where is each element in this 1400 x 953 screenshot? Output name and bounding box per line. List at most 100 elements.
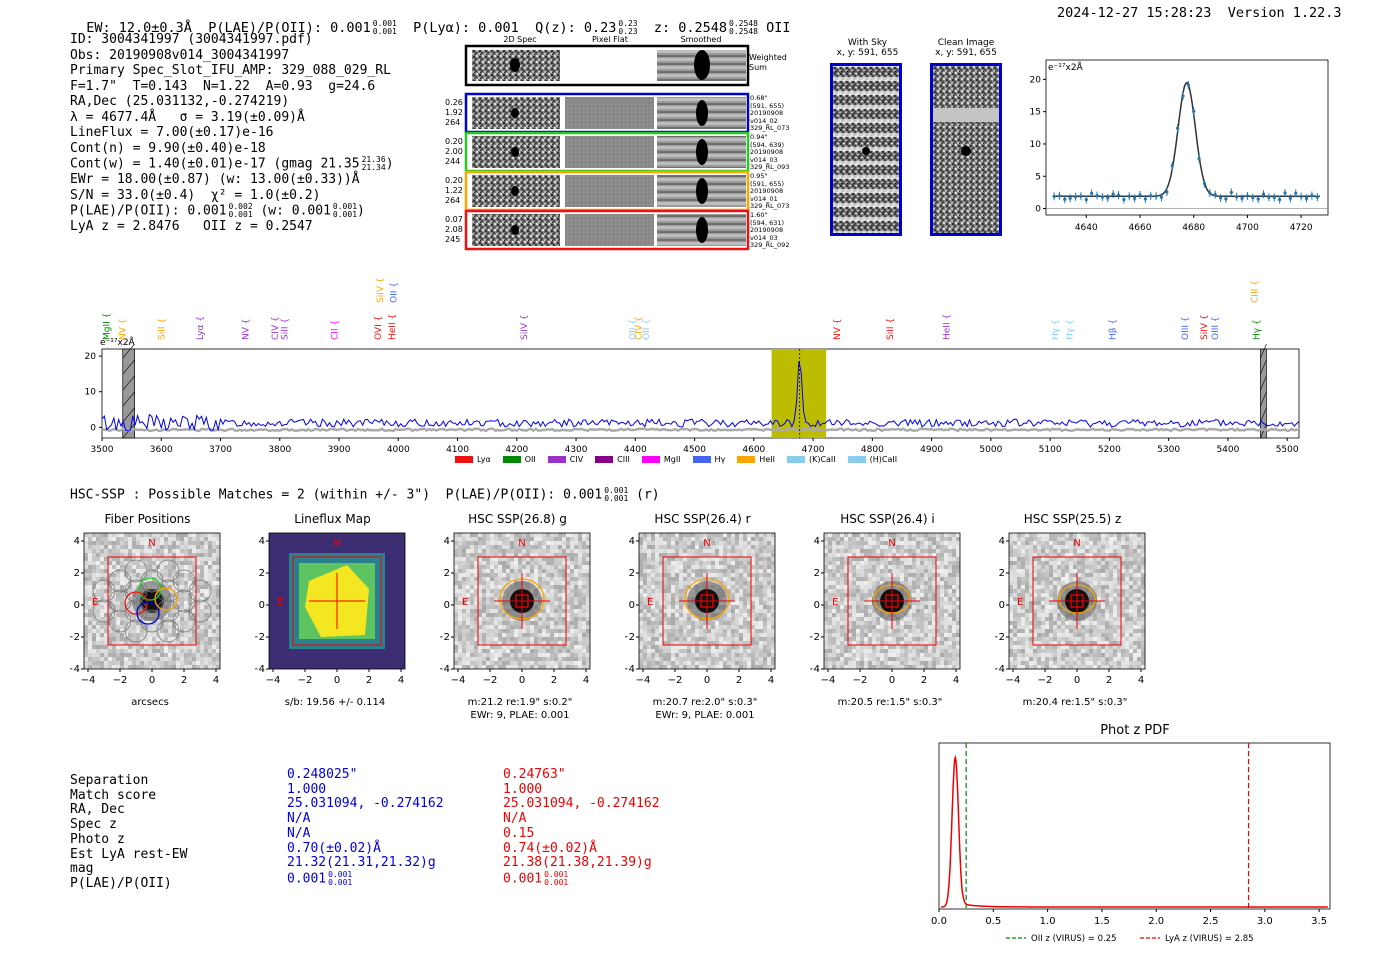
fiber-circle <box>92 579 116 603</box>
cutout-xtick-label: −4 <box>636 675 651 686</box>
with-sky-panel: With Sky x, y: 591, 655 <box>820 38 915 58</box>
east-label: E <box>647 597 653 608</box>
emission-line-label: SiIV { <box>1200 314 1210 340</box>
cutout-ytick-label: −2 <box>255 632 265 643</box>
cutout-ytick-label: −2 <box>810 632 820 643</box>
zoom-data-point <box>1218 196 1223 200</box>
cutout-ytick-label: −4 <box>810 664 820 675</box>
emission-line-label: Lyα { <box>196 316 206 340</box>
cutout-title: HSC SSP(26.8) g <box>468 512 567 526</box>
fiber-row-info: 1.60" (594, 631) 20190908 v014_03 329_RL_092 <box>750 211 790 249</box>
cutout-ytick-label: 0 <box>814 600 820 611</box>
full-sky-error <box>101 427 1300 433</box>
zoom-data-point <box>1315 195 1319 199</box>
emission-line-label: CIV { <box>634 316 644 340</box>
match-label: Match score <box>70 787 157 803</box>
match-value: 0.74(±0.02)Å <box>503 840 597 856</box>
masked-region <box>1260 348 1267 439</box>
emission-line-label: OII { <box>628 319 638 340</box>
cutout-caption-2: EWr: 9, PLAE: 0.001 <box>470 710 570 721</box>
cutout-image <box>824 533 960 669</box>
match-value: 25.031094, -0.274162 <box>503 796 660 812</box>
full-xtick-label: 4500 <box>683 445 706 455</box>
cutout-xtick-label: −4 <box>451 675 466 686</box>
emission-line-label: Hγ { <box>1051 319 1061 340</box>
info-contn: Cont(n) = 9.90(±0.40)e-18 <box>70 140 266 156</box>
cutout-ytick-label: −2 <box>70 632 80 643</box>
emission-line-label: CIV { <box>271 316 281 340</box>
cutout-xtick-label: 4 <box>768 675 774 686</box>
emission-line-label: NV { <box>119 319 129 340</box>
masked-region <box>122 348 135 439</box>
zoom-data-point <box>1272 195 1276 200</box>
full-xtick-label: 3900 <box>328 445 351 455</box>
match-value: 0.15 <box>503 825 535 841</box>
fiber-row-info: 0.94" (594, 639) 20190908 v014_03 329_RL_093 <box>750 133 790 171</box>
legend-item: OII <box>502 455 536 464</box>
emission-line-label: MgII { <box>103 313 113 340</box>
full-xtick-label: 4100 <box>446 445 469 455</box>
fiber-circle <box>124 559 148 583</box>
zoom-data-point <box>1138 193 1142 197</box>
fiber-highlight-circle <box>154 587 178 611</box>
match-value: N/A <box>287 825 311 841</box>
match-value: N/A <box>503 811 527 827</box>
cutout-title: HSC SSP(26.4) r <box>654 512 751 526</box>
full-xtick-label: 4200 <box>505 445 528 455</box>
info-lineflux: LineFlux = 7.00(±0.17)e-16 <box>70 125 274 140</box>
cutout-ytick-label: 4 <box>629 536 635 547</box>
zoom-ytick-label: 20 <box>1030 75 1042 85</box>
zoom-data-point <box>1100 195 1104 199</box>
north-label: N <box>148 538 155 549</box>
emission-line-label: CII { <box>330 320 340 340</box>
clean-image-coords: x, y: 591, 655 <box>935 48 997 58</box>
clean-image-panel: Clean Image x, y: 591, 655 <box>920 38 1012 58</box>
cutout-xtick-label: 2 <box>736 675 742 686</box>
aperture-box <box>847 556 937 646</box>
match-value: 21.38(21.38,21.39)g <box>503 855 652 871</box>
full-xtick-label: 4600 <box>742 445 765 455</box>
legend-item: Lyα <box>455 455 491 464</box>
match-value: N/A <box>287 811 311 827</box>
cutout-ytick-label: 2 <box>999 568 1005 579</box>
fiber-2d-panel: 2D Spec Pixel Flat Smoothed Weighted Sum <box>445 34 795 256</box>
emission-line-label: SiIV { <box>520 314 530 340</box>
cutout-xtick-label: −4 <box>81 675 96 686</box>
full-ylabel: e⁻¹⁷x2Å <box>100 336 136 348</box>
fiber-highlight-circle <box>124 591 148 615</box>
cutout-row: Fiber Positions N E −4 −2 0 2 4 4 2 0 −2 −4 arcsecs Li… <box>0 510 1400 725</box>
full-plot-frame <box>101 348 1300 439</box>
photz-xtick-label: 2.5 <box>1203 916 1219 927</box>
cutout-caption: arcsecs <box>131 697 169 708</box>
photz-legend-lya: LyA z (VIRUS) = 2.85 <box>1165 934 1254 944</box>
match-value: 0.24763" <box>503 767 566 782</box>
full-spectrum-plot: MgII {NV {SiII {Lyα {NV {CIV {SiII {CII … <box>85 278 1300 455</box>
zoom-xtick-label: 4700 <box>1236 223 1259 233</box>
legend-item: (H)CaII <box>847 455 897 464</box>
zoom-data-point <box>1084 197 1088 202</box>
zoom-data-point <box>1159 195 1164 199</box>
emission-line-label: OII { <box>642 319 652 340</box>
header-summary: EW: 12.0±0.3Å P(LAE)/P(OII): 0.001 0.001 0… <box>86 19 791 37</box>
east-label: E <box>277 597 283 608</box>
photz-legend: OII z (VIRUS) = 0.25 LyA z (VIRUS) = 2.8… <box>1006 934 1254 944</box>
cutout-ytick-label: 0 <box>444 600 450 611</box>
emission-line-label: OII { <box>390 282 400 303</box>
fiber-row <box>464 92 750 134</box>
legend-swatch <box>786 456 805 463</box>
cutout-title: HSC SSP(26.4) i <box>840 512 935 526</box>
legend-item: (K)CaII <box>786 455 836 464</box>
cutout-ytick-label: 0 <box>259 600 265 611</box>
zoom-data-point <box>1202 181 1207 186</box>
fiber-2d-images <box>464 44 750 251</box>
legend-swatch <box>547 456 566 463</box>
fiber-circle <box>188 599 212 623</box>
emission-line-label: NV { <box>833 319 843 340</box>
zoom-spectrum-plot: e⁻¹⁷x2Å 0 5 10 15 20 4640 4660 4680 4700 4720 <box>1030 59 1329 233</box>
cutout-xtick-label: 0 <box>704 675 710 686</box>
cutout-xtick-label: −2 <box>113 675 128 686</box>
zoom-data-point <box>1267 195 1271 200</box>
detection-info: ID: 3004341997 (3004341997.pdf) Obs: 201… <box>70 32 394 235</box>
